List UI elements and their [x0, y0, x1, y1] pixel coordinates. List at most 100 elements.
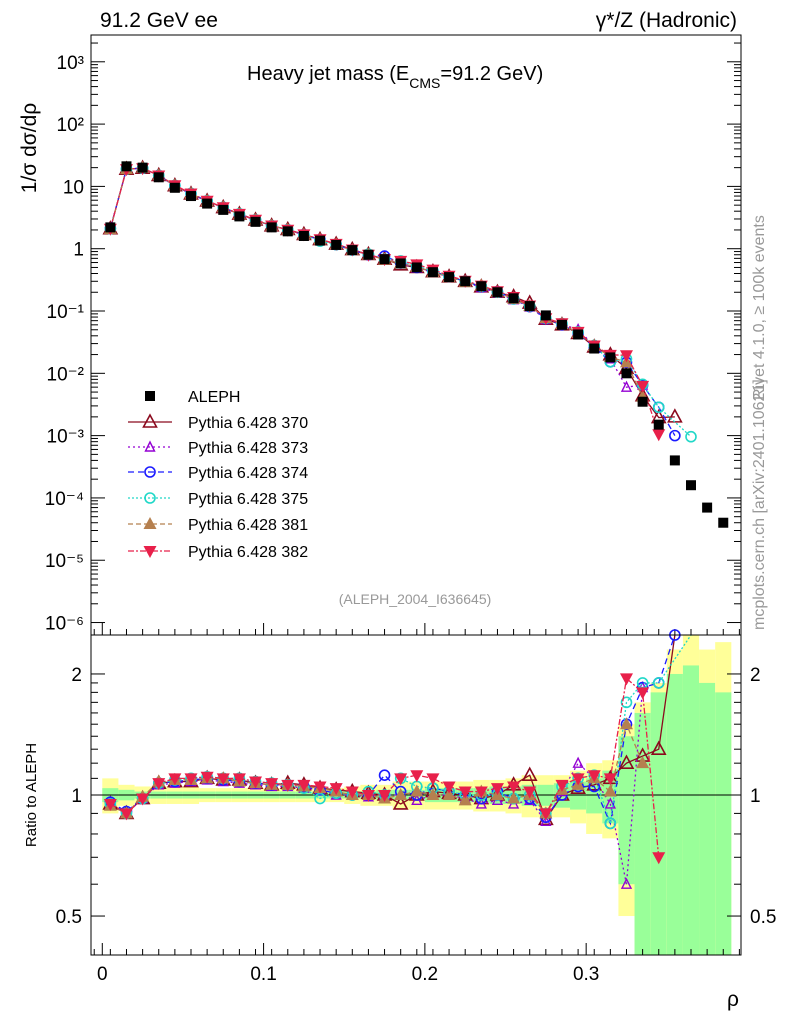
y-tick-label: 1 [73, 240, 84, 261]
series-375-ratio-point [604, 817, 617, 830]
series-382-ratio-point [539, 808, 553, 821]
x-tick-label: 0.3 [573, 964, 599, 985]
series-382-ratio-point [571, 773, 585, 786]
y-tick-label: 10 [63, 177, 84, 198]
series-370-line [109, 167, 675, 419]
series-382-ratio-point [265, 778, 279, 791]
series-370-ratio-point [392, 795, 409, 810]
series-382-ratio-point [587, 770, 601, 783]
stat-uncertainty-band [666, 673, 683, 955]
series-381-ratio-point [426, 788, 440, 800]
series-370-point [667, 408, 683, 423]
header-right: γ*/Z (Hadronic) [596, 9, 737, 32]
stat-uncertainty-band [618, 736, 635, 885]
aleph-data-point [121, 161, 132, 172]
series-381-ratio-point [636, 756, 650, 769]
series-382-ratio-point [313, 781, 327, 794]
series-381-ratio-point [410, 784, 424, 797]
aleph-data-point [476, 281, 487, 292]
series-382-ratio-point [216, 773, 230, 786]
aleph-data-point [250, 216, 261, 227]
series-382-ratio-point [490, 783, 504, 796]
header-left: 91.2 GeV ee [100, 9, 218, 32]
x-tick-label: 0.1 [250, 964, 276, 985]
aleph-data-point [282, 226, 293, 237]
series-382-ratio-point [394, 773, 408, 786]
series-382-ratio-point [232, 773, 246, 786]
stat-uncertainty-band [715, 692, 732, 955]
series-382-ratio-point [119, 808, 133, 821]
series-382-ratio-point [410, 770, 424, 783]
y-tick-label: 10⁻⁴ [45, 489, 84, 510]
series-382-ratio-point [184, 773, 198, 786]
series-375-point [685, 430, 697, 443]
series-382-ratio-point [345, 786, 359, 799]
series-370-ratio-point [650, 740, 667, 755]
aleph-data-point [331, 239, 342, 250]
aleph-data-point [605, 352, 616, 363]
ratio-tick-label: 1 [71, 786, 82, 807]
legend-marker [143, 517, 157, 529]
series-381-ratio-point [507, 791, 521, 804]
series-382-ratio-point [458, 786, 472, 799]
series-382-ratio-point [281, 779, 295, 792]
legend-label: Pythia 6.428 374 [188, 465, 308, 482]
series-382-point [619, 350, 633, 363]
series-382-ratio-point [168, 773, 182, 786]
aleph-data-point [492, 287, 503, 298]
series-382-ratio-point [603, 773, 617, 786]
series-382-ratio-point [200, 771, 214, 784]
mcplots-label: mcplots.cern.ch [arXiv:2401.10621] [751, 379, 768, 630]
legend-label: Pythia 6.428 375 [188, 491, 308, 508]
x-tick-label: 0.2 [412, 964, 438, 985]
series-382-ratio-point [555, 779, 569, 792]
series-382-point [652, 429, 666, 442]
aleph-data-point [105, 222, 116, 233]
ratio-tick-label: 1 [750, 786, 761, 807]
ratio-frame [90, 634, 742, 956]
aleph-data-point [266, 222, 277, 233]
series-373-ratio-point [540, 814, 552, 827]
legend-aleph-marker [145, 391, 155, 401]
ratio-tick-label: 2 [71, 665, 82, 686]
aleph-data-point [427, 267, 438, 278]
aleph-data-point [556, 319, 567, 330]
series-382-ratio-point [329, 783, 343, 796]
stat-uncertainty-band [682, 665, 700, 955]
series-381-ratio-point [619, 717, 633, 730]
y-tick-label: 10⁻¹ [47, 302, 85, 323]
aleph-data-point [460, 276, 471, 287]
series-374-ratio-point [378, 769, 391, 782]
series-375-point [652, 401, 665, 414]
series-373-point [620, 380, 633, 392]
y-tick-label: 10⁻² [47, 364, 85, 385]
legend-aleph-label: ALEPH [188, 389, 240, 406]
series-382-ratio-point [474, 786, 488, 799]
series-381-ratio-point [394, 788, 408, 800]
series-382-ratio-point [507, 781, 521, 794]
stat-uncertainty-band [650, 692, 667, 955]
series-382-ratio-point [523, 786, 537, 799]
series-382-ratio-point [426, 773, 440, 786]
aleph-data-point [637, 396, 648, 407]
aleph-data-point [540, 310, 551, 321]
aleph-data-point [202, 198, 213, 209]
series-370-ratio-point [618, 754, 635, 769]
series-382-ratio-point [636, 687, 650, 700]
y-tick-label: 10³ [57, 53, 84, 74]
series-382-ratio-point [652, 852, 666, 865]
series-375-ratio-point [314, 792, 326, 805]
legend-marker [142, 413, 158, 428]
series-373-ratio-point [604, 797, 616, 809]
series-374-point [669, 429, 681, 442]
legend-label: Pythia 6.428 370 [188, 415, 308, 432]
ratio-tick-label: 0.5 [750, 907, 776, 928]
stat-uncertainty-band [699, 682, 716, 955]
series-382-ratio-point [103, 798, 117, 811]
series-381-ratio-point [458, 793, 472, 806]
aleph-data-point [395, 258, 406, 269]
x-axis-label: ρ [727, 988, 739, 1011]
series-381-ratio-line [110, 722, 644, 815]
series-375-ratio-point [652, 677, 665, 689]
legend-marker [144, 492, 156, 504]
